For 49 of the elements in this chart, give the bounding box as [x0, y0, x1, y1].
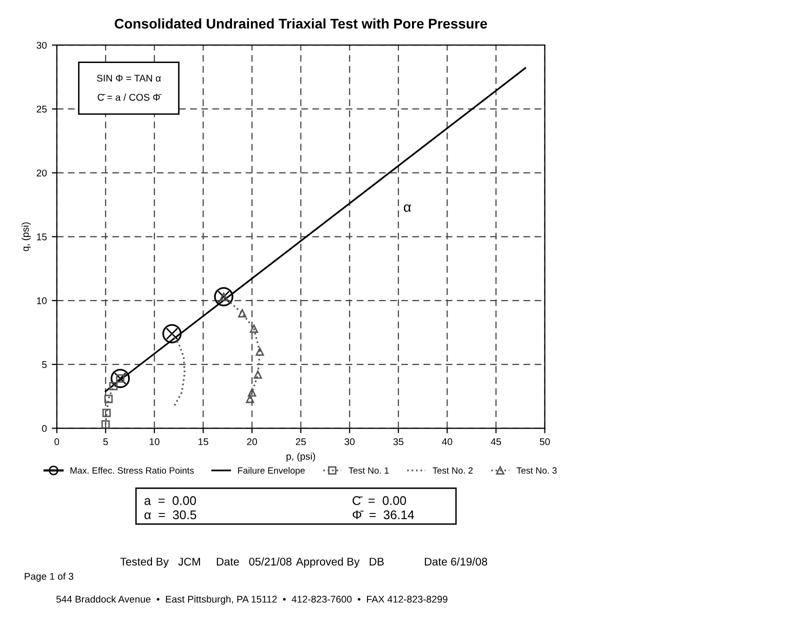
y-tick-label: 5	[42, 361, 47, 368]
x-tick-label: 40	[442, 438, 452, 446]
annotation: SIN Φ = TAN α	[96, 74, 161, 82]
y-tick-label: 30	[36, 42, 47, 49]
point	[238, 309, 246, 318]
y-tick-label: 25	[36, 106, 47, 113]
point	[254, 370, 262, 379]
y-tick-label: 10	[37, 297, 47, 304]
y-axis-title: q, (psi)	[22, 222, 31, 252]
y-tick-label: 20	[36, 170, 47, 176]
x-tick-label: 10	[150, 438, 160, 446]
annotation: C̄ = a / COS Φ̄	[98, 94, 162, 101]
y-tick-label: 0	[42, 425, 47, 432]
point	[104, 394, 113, 404]
x-tick-label: 45	[490, 438, 501, 446]
point	[101, 420, 110, 428]
x-tick-label: 20	[247, 438, 258, 446]
text: 544 Braddock Avenue • East Pittsburgh, PA 15112 • 412-823-7600 • FAX 412-823-8299	[56, 596, 448, 605]
legend-label: Test No. 2	[432, 467, 473, 474]
x-tick-label: 0	[54, 438, 60, 446]
legend-label: Test No. 1	[348, 467, 389, 474]
x-tick-label: 30	[344, 438, 355, 446]
legend-label: Failure Envelope	[238, 467, 305, 476]
point	[256, 347, 264, 356]
x-tick-label: 15	[198, 438, 208, 446]
x-tick-label: 25	[296, 438, 306, 446]
annotation: α	[404, 204, 411, 212]
text: Date 05/21/08	[216, 557, 292, 566]
text: a = 0.00	[144, 496, 196, 506]
x-tick-label: 5	[103, 438, 108, 446]
text: Date 6/19/08	[424, 557, 488, 566]
text: Approved By DB	[296, 557, 384, 568]
y-tick-label: 15	[37, 234, 47, 240]
point	[102, 408, 111, 418]
x-axis-title: p, (psi)	[286, 452, 316, 462]
chart-title: Consolidated Undrained Triaxial Test with Pore Pressure	[114, 18, 487, 29]
point	[109, 382, 118, 390]
legend-label: Max. Effec. Stress Ratio Points	[70, 467, 194, 474]
x-tick-label: 50	[540, 438, 550, 446]
point	[246, 394, 254, 404]
text: C̄ = 0.00	[352, 496, 406, 506]
x-tick-label: 35	[393, 438, 404, 446]
point	[250, 324, 258, 333]
point	[248, 388, 256, 397]
text: Φ̄ = 36.14	[352, 510, 414, 520]
text: Page 1 of 3	[24, 572, 74, 582]
text: Tested By JCM	[120, 557, 200, 568]
legend-label: Test No. 3	[516, 467, 557, 474]
text: α = 30.5	[144, 510, 196, 520]
